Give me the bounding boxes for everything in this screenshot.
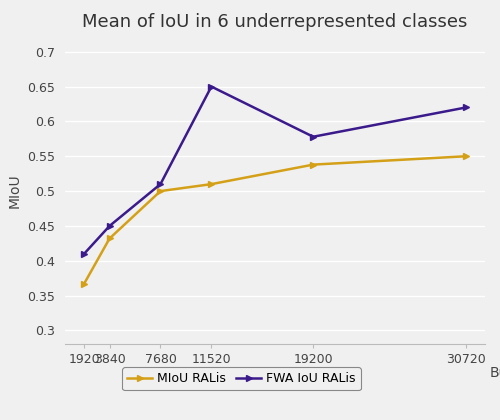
MIoU RALis (106, 236, 112, 241)
Y-axis label: MIoU: MIoU (8, 174, 22, 208)
Title: Mean of IoU in 6 underrepresented classes: Mean of IoU in 6 underrepresented classe… (82, 13, 468, 31)
MIoU RALis (208, 181, 214, 186)
FWA IoU RALis (158, 181, 164, 186)
FWA IoU RALis (81, 251, 87, 256)
FWA IoU RALis (463, 105, 469, 110)
Line: MIoU RALis: MIoU RALis (82, 153, 468, 286)
FWA IoU RALis (208, 84, 214, 89)
MIoU RALis (158, 189, 164, 194)
Legend: MIoU RALis, FWA IoU RALis: MIoU RALis, FWA IoU RALis (122, 367, 360, 390)
FWA IoU RALis (106, 223, 112, 228)
Text: Budget: Budget (489, 366, 500, 380)
Line: FWA IoU RALis: FWA IoU RALis (82, 84, 468, 257)
MIoU RALis (310, 162, 316, 167)
FWA IoU RALis (310, 134, 316, 139)
MIoU RALis (463, 154, 469, 159)
MIoU RALis (81, 281, 87, 286)
